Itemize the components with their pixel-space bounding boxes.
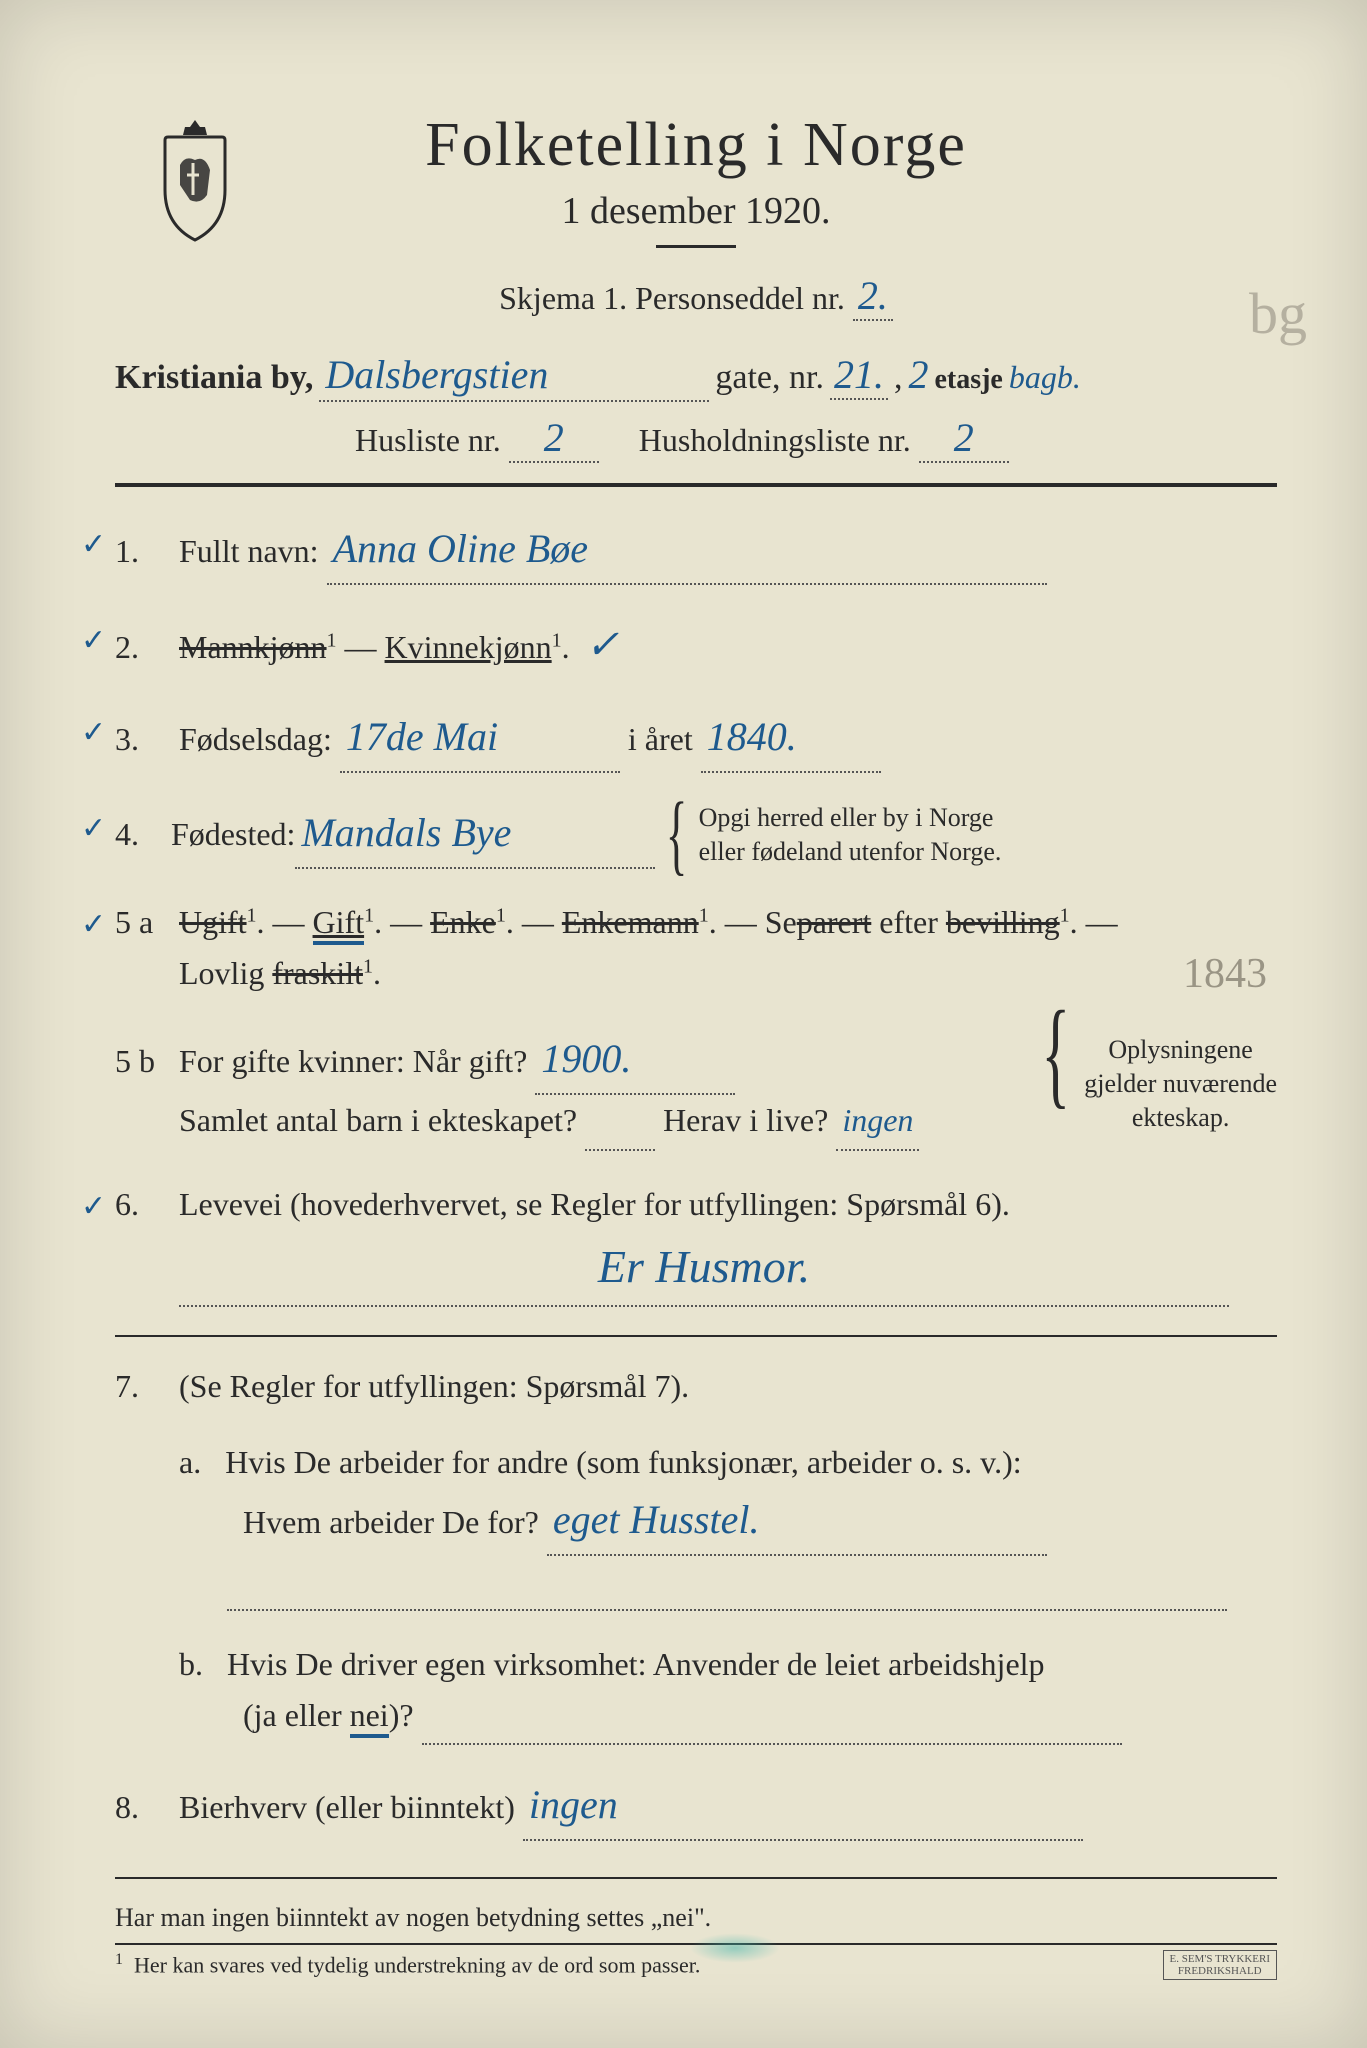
printer-mark: E. SEM'S TRYKKERI FREDRIKSHALD xyxy=(1163,1950,1278,1980)
field-7a: a. Hvis De arbeider for andre (som funks… xyxy=(179,1437,1277,1611)
q5a-margin-year: 1843 xyxy=(1183,941,1267,1008)
field-4-birthplace: ✓ 4. Fødested: Mandals Bye { Opgi herred… xyxy=(115,801,1277,869)
form-date: 1 desember 1920. xyxy=(115,189,1277,233)
gate-label: gate, nr. xyxy=(715,359,824,397)
q1-num: 1. xyxy=(115,526,171,577)
q6-label: Levevei (hovederhvervet, se Regler for u… xyxy=(179,1186,1010,1222)
form-header: Folketelling i Norge 1 desember 1920. Sk… xyxy=(115,110,1277,321)
footer-instruction: Har man ingen biinntekt av nogen betydni… xyxy=(115,1903,1277,1933)
etasje-nr: 2 xyxy=(908,351,928,398)
address-line-1: Kristiania by, Dalsbergstien gate, nr. 2… xyxy=(115,351,1277,402)
q5a-gift: Gift xyxy=(313,904,365,945)
husholdning-nr: 2 xyxy=(919,414,1009,463)
q7b-label1: Hvis De driver egen virksomhet: Anvender… xyxy=(227,1646,1045,1682)
field-7: 7. (Se Regler for utfyllingen: Spørsmål … xyxy=(115,1361,1277,1745)
q2-num: 2. xyxy=(115,622,171,673)
q4-num: 4. xyxy=(115,809,171,860)
gate-nr: 21. xyxy=(830,351,888,400)
check-icon: ✓ xyxy=(81,521,106,569)
husliste-nr: 2 xyxy=(509,414,599,463)
q2-mann: Mannkjønn xyxy=(179,629,327,665)
q1-value: Anna Oline Bøe xyxy=(327,517,1047,585)
etasje-extra: bagb. xyxy=(1009,359,1081,396)
field-6-occupation: ✓ 6. Levevei (hovederhvervet, se Regler … xyxy=(115,1179,1277,1308)
field-5a-marital: ✓ 5 a Ugift1. — Gift1. — Enke1. — Enkema… xyxy=(115,897,1277,999)
q3-label: Fødselsdag: xyxy=(179,721,332,757)
q5a-enke: Enke xyxy=(430,904,496,940)
q5a-ugift: Ugift xyxy=(179,904,247,940)
skjema-label: Skjema 1. Personseddel nr. xyxy=(499,280,845,316)
check-icon: ✓ xyxy=(81,617,106,665)
field-1-name: ✓ 1. Fullt navn: Anna Oline Bøe xyxy=(115,517,1277,585)
q7a-label2: Hvem arbeider De for? xyxy=(243,1504,539,1540)
personseddel-nr: 2. xyxy=(853,272,893,321)
q4-label: Fødested: xyxy=(171,809,295,860)
q4-side-note: Opgi herred eller by i Norge eller fødel… xyxy=(699,801,1002,869)
q5a-num: 5 a xyxy=(115,897,171,948)
q5b-label2: Samlet antal barn i ekteskapet? xyxy=(179,1102,577,1138)
q8-value: ingen xyxy=(523,1773,1083,1841)
address-block: Kristiania by, Dalsbergstien gate, nr. 2… xyxy=(115,351,1277,463)
q5a-separert: Separert efter bevilling xyxy=(765,904,1060,940)
footnote-text: Her kan svares ved tydelig understreknin… xyxy=(134,1953,700,1978)
field-5b-marriage: 5 b For gifte kvinner: Når gift? 1900. S… xyxy=(115,1027,1277,1150)
husholdning-label: Husholdningsliste nr. xyxy=(639,422,911,458)
etasje-label: etasje xyxy=(934,364,1002,396)
q5b-label3: Herav i live? xyxy=(663,1102,828,1138)
q7b-num: b. xyxy=(179,1646,203,1682)
husliste-label: Husliste nr. xyxy=(355,422,501,458)
check-icon: ✓ xyxy=(81,901,106,949)
divider-thin xyxy=(115,1877,1277,1879)
q5b-num: 5 b xyxy=(115,1036,171,1087)
q7a-value: eget Husstel. xyxy=(547,1488,1047,1556)
city-label: Kristiania by, xyxy=(115,359,313,397)
title-rule xyxy=(656,245,736,248)
q6-num: 6. xyxy=(115,1179,171,1230)
q3-mid: i året xyxy=(628,721,693,757)
q2-mark: ✓ xyxy=(586,622,620,667)
address-line-2: Husliste nr. 2 Husholdningsliste nr. 2 xyxy=(355,414,1277,463)
q5a-lovlig: Lovlig fraskilt xyxy=(179,955,363,991)
q8-label: Bierhverv (eller biinntekt) xyxy=(179,1789,515,1825)
q5b-side-note: Oplysningene gjelder nuværende ekteskap. xyxy=(1084,1033,1277,1134)
field-8-bierhverv: 8. Bierhverv (eller biinntekt) ingen xyxy=(115,1773,1277,1841)
census-form-page: bg Folketelling i Norge 1 desember 1920.… xyxy=(0,0,1367,2048)
q5a-enkemann: Enkemann xyxy=(562,904,699,940)
q7-label: (Se Regler for utfyllingen: Spørsmål 7). xyxy=(179,1368,689,1404)
street-name: Dalsbergstien xyxy=(319,351,709,402)
q7a-num: a. xyxy=(179,1444,201,1480)
q7-num: 7. xyxy=(115,1361,171,1412)
q6-value: Er Husmor. xyxy=(598,1241,810,1292)
check-icon: ✓ xyxy=(81,1183,106,1231)
teal-smudge xyxy=(690,1933,780,1963)
check-icon: ✓ xyxy=(81,805,106,853)
q3-day: 17de Mai xyxy=(340,705,620,773)
q5b-live: ingen xyxy=(836,1095,919,1150)
field-7b: b. Hvis De driver egen virksomhet: Anven… xyxy=(179,1639,1277,1745)
divider-thin xyxy=(115,1335,1277,1337)
q8-num: 8. xyxy=(115,1782,171,1833)
q3-year: 1840. xyxy=(701,705,881,773)
q4-value: Mandals Bye xyxy=(295,801,655,869)
form-title: Folketelling i Norge xyxy=(115,110,1277,181)
check-icon: ✓ xyxy=(81,709,106,757)
field-3-birthdate: ✓ 3. Fødselsdag: 17de Mai i året 1840. xyxy=(115,705,1277,773)
q7a-label1: Hvis De arbeider for andre (som funksjon… xyxy=(225,1444,1021,1480)
q5b-year: 1900. xyxy=(535,1027,735,1095)
skjema-line: Skjema 1. Personseddel nr. 2. xyxy=(115,272,1277,321)
footnote: 1 Her kan svares ved tydelig understrekn… xyxy=(115,1943,1277,1978)
q7b-label2: (ja eller nei)? xyxy=(243,1697,414,1733)
q5b-label1: For gifte kvinner: Når gift? xyxy=(179,1043,527,1079)
q2-kvinne: Kvinnekjønn xyxy=(385,629,552,665)
q1-label: Fullt navn: xyxy=(179,533,319,569)
coat-of-arms-icon xyxy=(145,115,245,245)
divider-heavy xyxy=(115,483,1277,487)
q3-num: 3. xyxy=(115,714,171,765)
field-2-sex: ✓ 2. Mannkjønn1 — Kvinnekjønn1. ✓ xyxy=(115,613,1277,677)
